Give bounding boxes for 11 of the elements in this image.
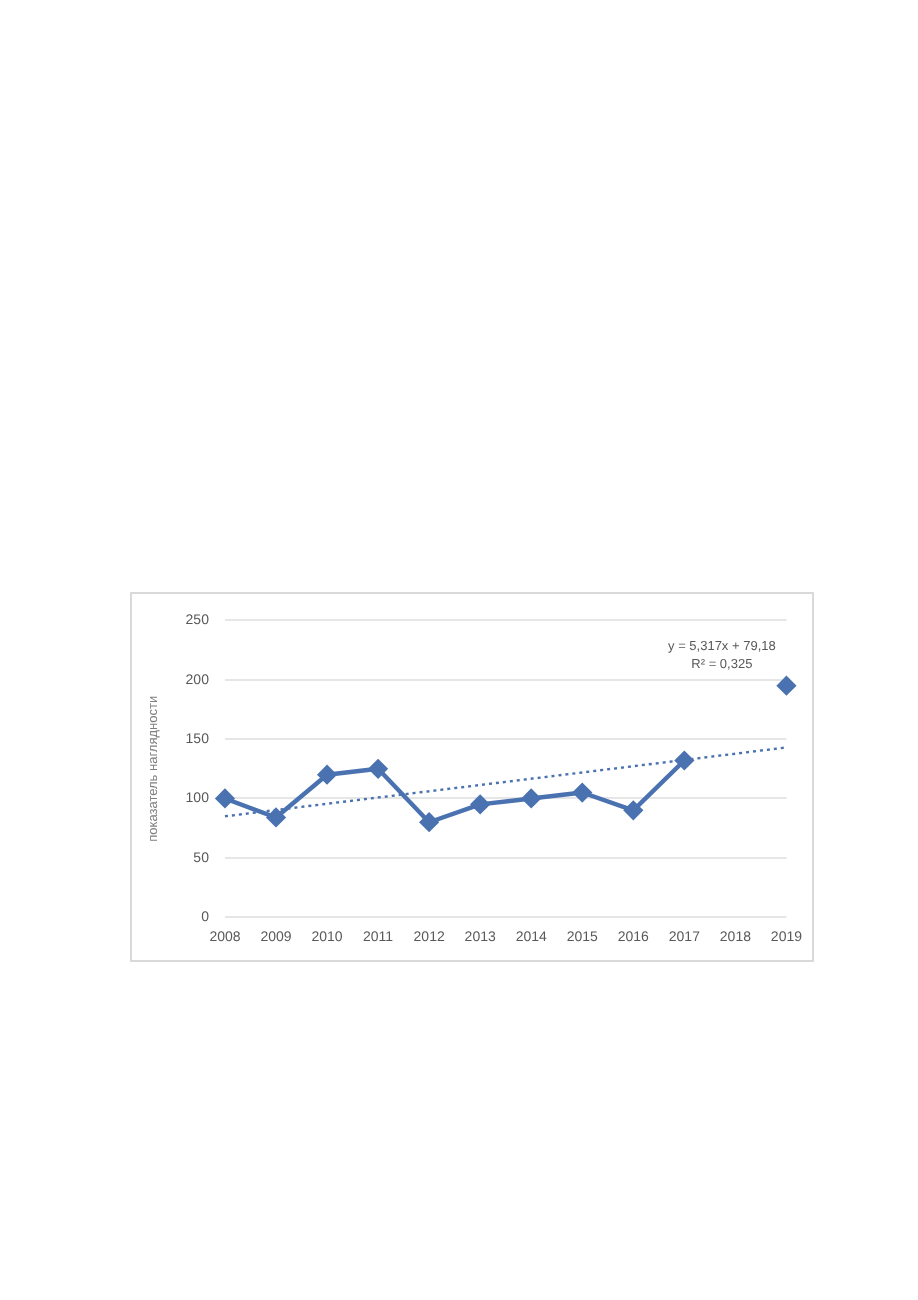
point [470, 795, 490, 814]
point [419, 813, 439, 832]
point [573, 783, 592, 802]
point [317, 765, 337, 784]
point [624, 801, 643, 820]
point [522, 789, 541, 808]
point [368, 759, 388, 778]
point [777, 676, 796, 695]
point [266, 808, 286, 827]
point [675, 751, 694, 770]
point [215, 789, 235, 808]
